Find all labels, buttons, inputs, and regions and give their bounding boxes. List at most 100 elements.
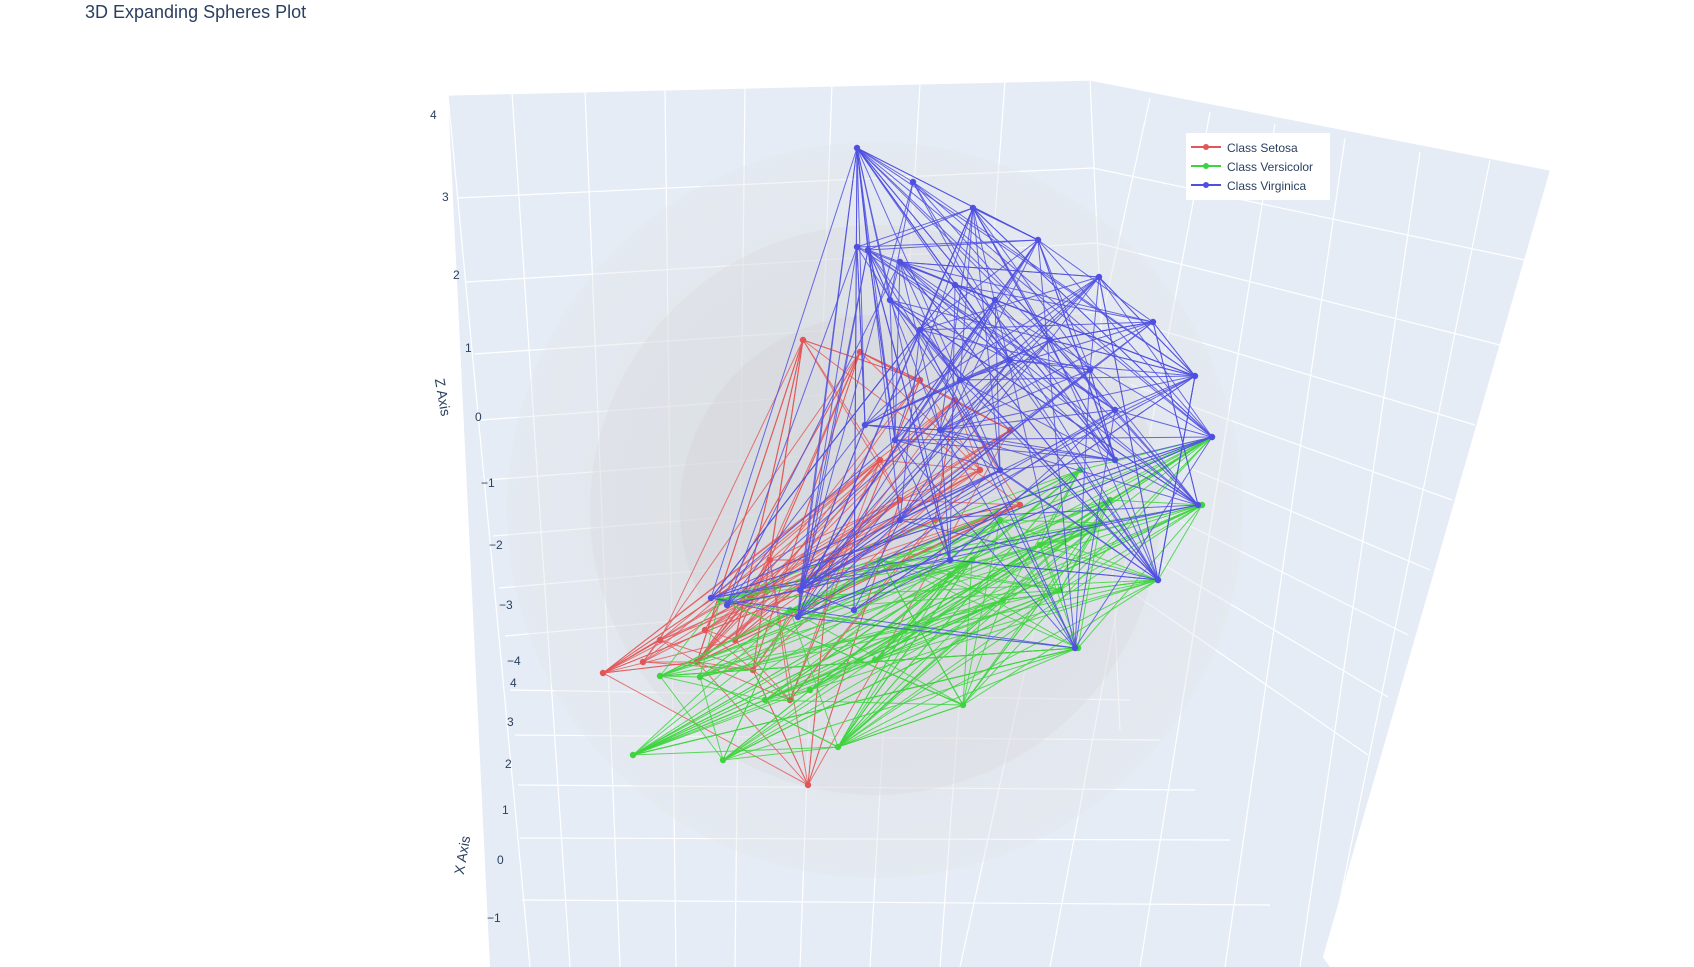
legend[interactable]: Class Setosa Class Versicolor Class Virg…: [1186, 133, 1330, 200]
data-point[interactable]: [599, 669, 607, 677]
series-line: [722, 689, 811, 761]
series-line: [889, 299, 896, 441]
legend-item-setosa[interactable]: Class Setosa: [1191, 141, 1298, 155]
data-point[interactable]: [799, 336, 807, 344]
data-point[interactable]: [629, 751, 637, 759]
data-point[interactable]: [1046, 336, 1054, 344]
series-line: [1157, 504, 1203, 581]
data-point[interactable]: [786, 606, 794, 614]
data-point[interactable]: [946, 556, 954, 564]
data-point[interactable]: [1016, 501, 1024, 509]
series-line: [959, 276, 1100, 381]
data-point[interactable]: [951, 281, 959, 289]
data-point[interactable]: [1034, 236, 1042, 244]
data-point[interactable]: [796, 586, 804, 594]
data-point[interactable]: [891, 436, 899, 444]
data-point[interactable]: [701, 626, 709, 634]
series-line: [1049, 276, 1100, 341]
series-line: [797, 616, 1076, 649]
data-point[interactable]: [1071, 644, 1079, 652]
data-point[interactable]: [1036, 541, 1044, 549]
data-point[interactable]: [639, 658, 647, 666]
series-line: [1074, 369, 1091, 649]
series-line: [659, 639, 698, 663]
data-point[interactable]: [1154, 576, 1162, 584]
data-point[interactable]: [656, 672, 664, 680]
legend-item-versicolor[interactable]: Class Versicolor: [1191, 160, 1313, 174]
data-point[interactable]: [871, 656, 879, 664]
data-point[interactable]: [996, 466, 1004, 474]
data-point[interactable]: [876, 456, 884, 464]
data-point[interactable]: [1149, 318, 1157, 326]
series-line: [696, 339, 804, 663]
data-point[interactable]: [901, 626, 909, 634]
series-class-virginica[interactable]: [707, 144, 1216, 652]
data-point[interactable]: [656, 636, 664, 644]
data-point[interactable]: [806, 686, 814, 694]
data-point[interactable]: [834, 743, 842, 751]
series-line: [1089, 276, 1100, 371]
data-point[interactable]: [1106, 496, 1114, 504]
series-line: [899, 469, 981, 501]
series-line: [837, 544, 1041, 748]
series-line: [856, 147, 914, 183]
data-point[interactable]: [896, 258, 904, 266]
series-line: [722, 609, 791, 761]
series-line: [696, 661, 809, 786]
data-point[interactable]: [766, 556, 774, 564]
data-point[interactable]: [723, 601, 731, 609]
x-tick: 1: [502, 803, 509, 817]
data-point[interactable]: [956, 376, 964, 384]
data-point[interactable]: [999, 596, 1007, 604]
data-point[interactable]: [936, 426, 944, 434]
data-point[interactable]: [896, 516, 904, 524]
data-point[interactable]: [1208, 433, 1216, 441]
series-line: [710, 439, 896, 599]
series-line: [889, 181, 914, 301]
data-point[interactable]: [794, 613, 802, 621]
data-point[interactable]: [853, 243, 861, 251]
data-point[interactable]: [707, 594, 715, 602]
data-point[interactable]: [696, 673, 704, 681]
data-point[interactable]: [861, 421, 869, 429]
data-point[interactable]: [996, 516, 1004, 524]
data-point[interactable]: [959, 701, 967, 709]
x-tick: −1: [487, 911, 501, 925]
data-point[interactable]: [761, 696, 769, 704]
data-point[interactable]: [946, 571, 954, 579]
series-line: [899, 261, 1116, 411]
series-line: [752, 429, 1011, 671]
data-point[interactable]: [976, 466, 984, 474]
data-point[interactable]: [1194, 501, 1202, 509]
data-point[interactable]: [886, 296, 894, 304]
series-line: [769, 559, 791, 701]
series-line: [939, 429, 1076, 649]
series-line: [899, 261, 1159, 581]
data-point[interactable]: [719, 756, 727, 764]
data-point[interactable]: [909, 178, 917, 186]
data-point[interactable]: [1111, 456, 1119, 464]
z-tick: −3: [499, 598, 513, 612]
series-line: [797, 519, 901, 618]
data-point[interactable]: [969, 204, 977, 212]
data-point[interactable]: [1191, 372, 1199, 380]
data-point[interactable]: [853, 144, 861, 152]
series-line: [632, 469, 1081, 756]
data-point[interactable]: [1111, 406, 1119, 414]
legend-item-virginica[interactable]: Class Virginica: [1191, 179, 1306, 193]
series-line: [899, 321, 1154, 521]
data-point[interactable]: [850, 606, 858, 614]
data-point[interactable]: [1095, 273, 1103, 281]
data-point[interactable]: [916, 326, 924, 334]
series-line: [719, 579, 1159, 601]
series-line: [904, 436, 1213, 631]
data-point[interactable]: [804, 781, 812, 789]
x-tick: 2: [505, 757, 512, 771]
data-point[interactable]: [1086, 366, 1094, 374]
data-point[interactable]: [1006, 356, 1014, 364]
series-line: [856, 147, 1011, 361]
data-point[interactable]: [864, 246, 872, 254]
data-point[interactable]: [991, 296, 999, 304]
series-line: [959, 321, 1154, 381]
